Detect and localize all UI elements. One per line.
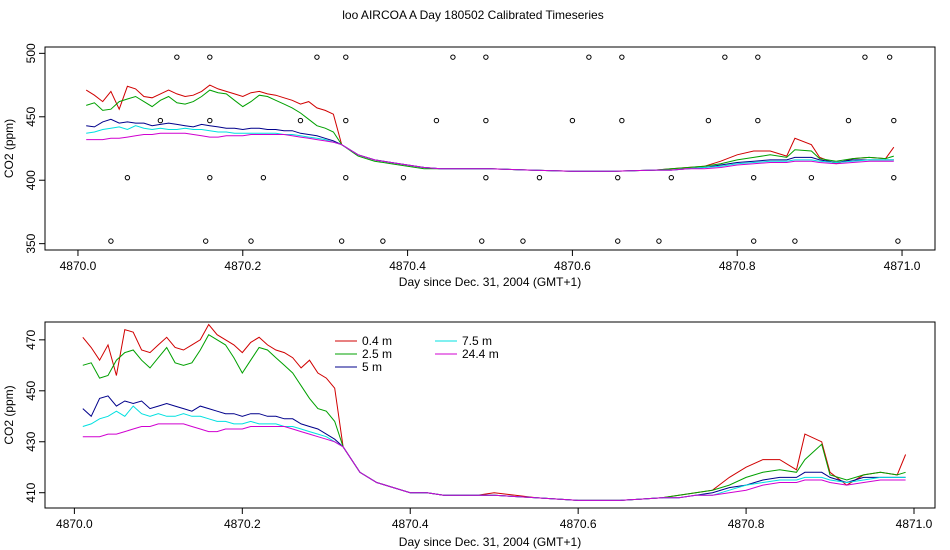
data-point [380, 238, 386, 244]
data-point [338, 238, 345, 244]
x-tick-label: 4871.0 [884, 259, 921, 273]
data-point [792, 238, 798, 244]
data-point [483, 117, 489, 124]
data-point [520, 238, 526, 244]
data-point [157, 117, 164, 124]
data-point [479, 238, 485, 244]
data-point [586, 54, 592, 60]
x-tick-label: 4870.8 [728, 517, 765, 531]
data-point [108, 238, 114, 244]
data-point [755, 54, 761, 60]
data-point [450, 54, 456, 60]
data-point [343, 174, 349, 181]
data-point [124, 174, 131, 181]
bottom-panel: 4870.0 4870.2 4870.4 4870.6 4870.8 4871.0 410 4… [2, 321, 936, 549]
data-point [569, 117, 576, 124]
x-tick-label: 4870.2 [224, 517, 261, 531]
y-tick-label: 430 [24, 431, 38, 451]
x-axis-label: Day since Dec. 31, 2004 (GMT+1) [399, 535, 581, 549]
data-point [705, 117, 712, 124]
data-point [845, 117, 852, 124]
data-point [619, 117, 625, 124]
x-tick-label: 4870.0 [60, 259, 97, 273]
top-panel: 4870.0 4870.2 4870.4 4870.6 4870.8 4871.0 350 4… [2, 43, 936, 289]
data-point [619, 54, 625, 60]
data-point [483, 174, 489, 181]
x-tick-label: 4870.8 [719, 259, 756, 273]
series-line-0-4-m [82, 323, 907, 501]
y-tick-label: 470 [24, 330, 38, 350]
plot-frame [44, 46, 936, 251]
series-group [85, 84, 895, 172]
x-tick-label: 4870.6 [560, 517, 597, 531]
legend-label: 2.5 m [362, 347, 392, 361]
y-tick-label: 500 [24, 43, 38, 63]
data-point [400, 174, 407, 181]
series-line-24-4-m [82, 423, 906, 501]
x-tick-label: 4870.4 [389, 259, 426, 273]
data-point [536, 174, 543, 181]
legend-label: 24.4 m [462, 347, 499, 361]
data-point [260, 174, 267, 181]
legend-label: 0.4 m [362, 334, 392, 348]
data-point [615, 238, 621, 244]
series-line-0 [85, 84, 895, 172]
legend-label: 5 m [362, 360, 382, 374]
data-point [207, 117, 213, 124]
series-line-2-5-m [82, 334, 906, 501]
series-line-5-m [82, 395, 906, 501]
data-point [433, 117, 440, 124]
data-point [891, 117, 897, 124]
y-tick-label: 350 [24, 233, 38, 253]
series-line-7-5-m [82, 405, 906, 501]
series-line-1 [86, 89, 894, 172]
plot-frame [44, 321, 936, 509]
y-tick-label: 450 [24, 380, 38, 400]
x-tick-label: 4870.0 [56, 517, 93, 531]
data-point [248, 238, 254, 244]
data-point [722, 54, 728, 60]
x-tick-label: 4870.6 [554, 259, 591, 273]
series-line-4 [86, 132, 894, 172]
legend-label: 7.5 m [462, 334, 492, 348]
data-point [483, 54, 489, 60]
data-point [615, 174, 621, 181]
y-tick-label: 410 [24, 482, 38, 502]
data-point [886, 54, 893, 60]
data-point [174, 54, 180, 60]
data-point [751, 238, 757, 244]
data-point [314, 54, 320, 60]
data-point [862, 54, 868, 60]
series-line-3 [86, 125, 894, 172]
chart-title: loo AIRCOA A Day 180502 Calibrated Times… [342, 8, 603, 22]
data-point [891, 174, 897, 181]
data-point [207, 174, 213, 181]
data-point [297, 117, 304, 124]
data-point [207, 54, 213, 60]
x-axis-label: Day since Dec. 31, 2004 (GMT+1) [399, 275, 581, 289]
data-point [656, 238, 662, 244]
data-point [343, 54, 349, 60]
y-tick-label: 450 [24, 106, 38, 126]
data-point [668, 174, 674, 181]
data-point [808, 174, 815, 181]
data-point [202, 238, 209, 244]
data-point [343, 117, 349, 124]
x-tick-label: 4870.2 [224, 259, 261, 273]
data-point [895, 238, 901, 244]
y-axis-label: CO2 (ppm) [2, 385, 16, 444]
y-axis-label: CO2 (ppm) [2, 119, 16, 178]
series-group [82, 323, 907, 501]
y-tick-label: 400 [24, 170, 38, 190]
x-tick-label: 4870.4 [392, 517, 429, 531]
data-point [751, 174, 757, 181]
data-point [755, 117, 761, 124]
series-line-2 [86, 118, 894, 172]
x-tick-label: 4871.0 [896, 517, 933, 531]
